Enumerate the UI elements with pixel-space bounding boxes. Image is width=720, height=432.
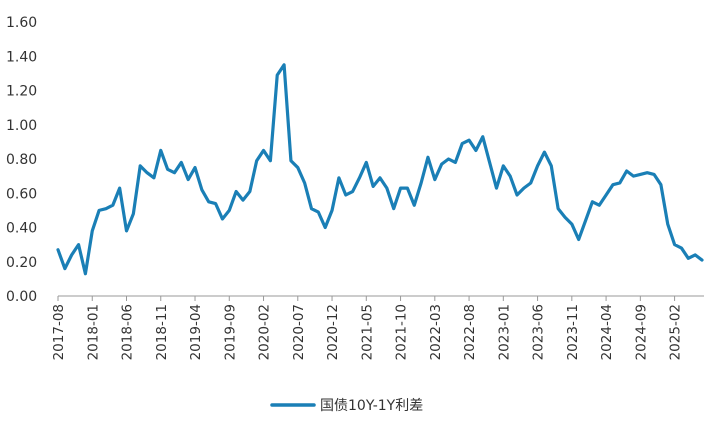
x-tick-label: 2021-10: [394, 304, 410, 360]
x-tick-label: 2023-01: [496, 304, 512, 360]
y-axis: 0.00 0.20 0.40 0.60 0.80 1.00 1.20 1.40 1.60: [6, 15, 37, 305]
y-tick-label: 1.20: [6, 84, 37, 100]
y-tick-label: 0.80: [6, 152, 37, 168]
x-tick-label: 2024-09: [633, 304, 649, 360]
series-group: [56, 63, 704, 276]
x-tick-label: 2025-02: [668, 304, 684, 360]
y-tick-label: 1.40: [6, 49, 37, 65]
x-tick-label: 2023-11: [565, 304, 581, 360]
x-axis: 2017-08 2018-01 2018-06 2018-11 2019-04 2019-…: [51, 295, 704, 360]
y-tick-label: 0.60: [6, 186, 37, 202]
x-tick-label: 2018-01: [85, 304, 101, 360]
x-tick-label: 2020-12: [325, 304, 341, 360]
x-tick-label: 2018-11: [154, 304, 170, 360]
x-tick-label: 2017-08: [51, 304, 67, 360]
y-tick-label: 1.00: [6, 118, 37, 134]
y-tick-label: 0.00: [6, 289, 37, 305]
series-line: [56, 63, 704, 276]
x-tick-label: 2018-06: [120, 304, 136, 360]
legend: 国债10Y-1Y利差: [270, 398, 423, 414]
legend-label: 国债10Y-1Y利差: [320, 398, 423, 414]
y-tick-label: 0.40: [6, 221, 37, 237]
x-tick-label: 2019-09: [222, 304, 238, 360]
x-tick-label: 2021-05: [359, 304, 375, 360]
y-tick-label: 1.60: [6, 15, 37, 31]
x-tick-label: 2019-04: [188, 304, 204, 360]
x-tick-label: 2022-03: [428, 304, 444, 360]
x-tick-label: 2020-02: [257, 304, 273, 360]
x-tick-label: 2022-08: [462, 304, 478, 360]
x-tick-label: 2024-04: [599, 304, 615, 360]
x-tick-label: 2020-07: [291, 304, 307, 360]
x-tick-label: 2023-06: [531, 304, 547, 360]
y-tick-label: 0.20: [6, 255, 37, 271]
